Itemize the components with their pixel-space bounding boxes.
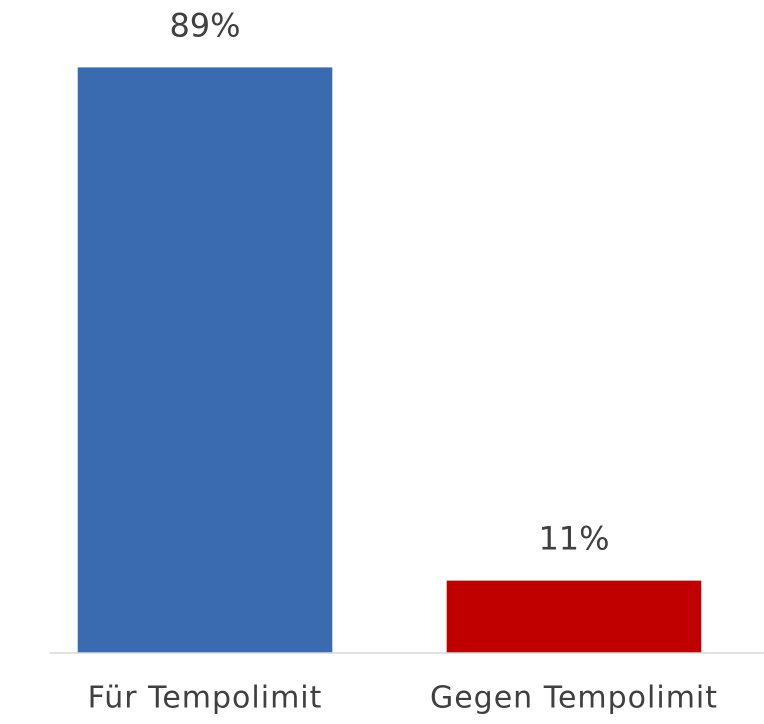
value-label: 89% [169, 6, 240, 44]
bar [446, 580, 702, 653]
value-label: 11% [538, 520, 609, 558]
bar [77, 67, 333, 653]
x-tick-label: Für Tempolimit [88, 681, 323, 716]
x-tick-label: Gegen Tempolimit [430, 681, 718, 716]
